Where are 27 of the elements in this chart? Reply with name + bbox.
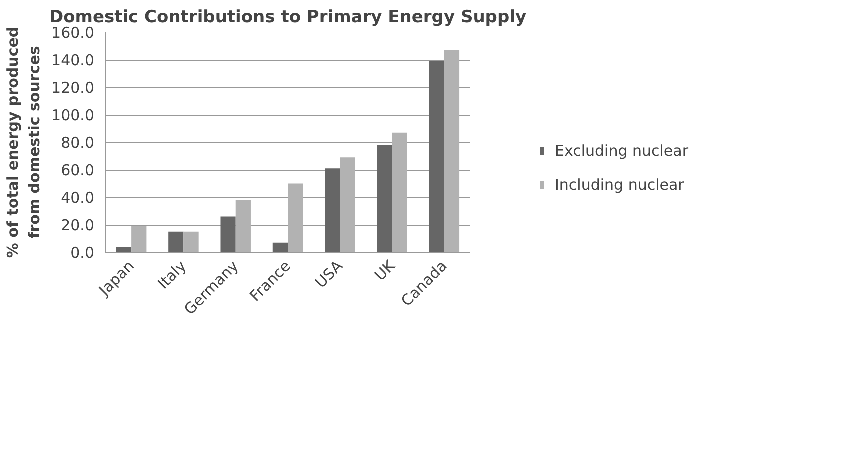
bar [236,200,251,252]
bar [132,226,147,252]
y-axis-title: % of total energy produced from domestic sources [4,26,44,258]
bar [116,247,132,252]
y-tick-label: 60.0 [61,162,95,180]
y-tick-label: 80.0 [61,134,95,152]
bar [429,61,444,252]
y-tick-label: 100.0 [52,106,95,124]
bar [444,50,460,252]
bar [325,168,340,252]
y-tick-label: 20.0 [61,216,95,234]
y-tick-label: 0.0 [70,244,95,262]
bar [377,145,392,252]
x-tick-label: USA [312,256,348,292]
y-tick-label: 40.0 [61,189,95,207]
legend-label: Excluding nuclear [555,142,689,160]
bar [168,232,184,252]
bar [392,132,408,252]
bar [220,216,236,252]
bar [272,242,288,252]
bar [340,158,356,252]
x-tick-label: UK [371,256,400,285]
legend-label: Including nuclear [555,176,684,194]
bar [184,232,199,252]
y-tick-label: 120.0 [52,79,95,97]
bar [288,184,304,252]
y-tick-label: 140.0 [52,52,95,70]
